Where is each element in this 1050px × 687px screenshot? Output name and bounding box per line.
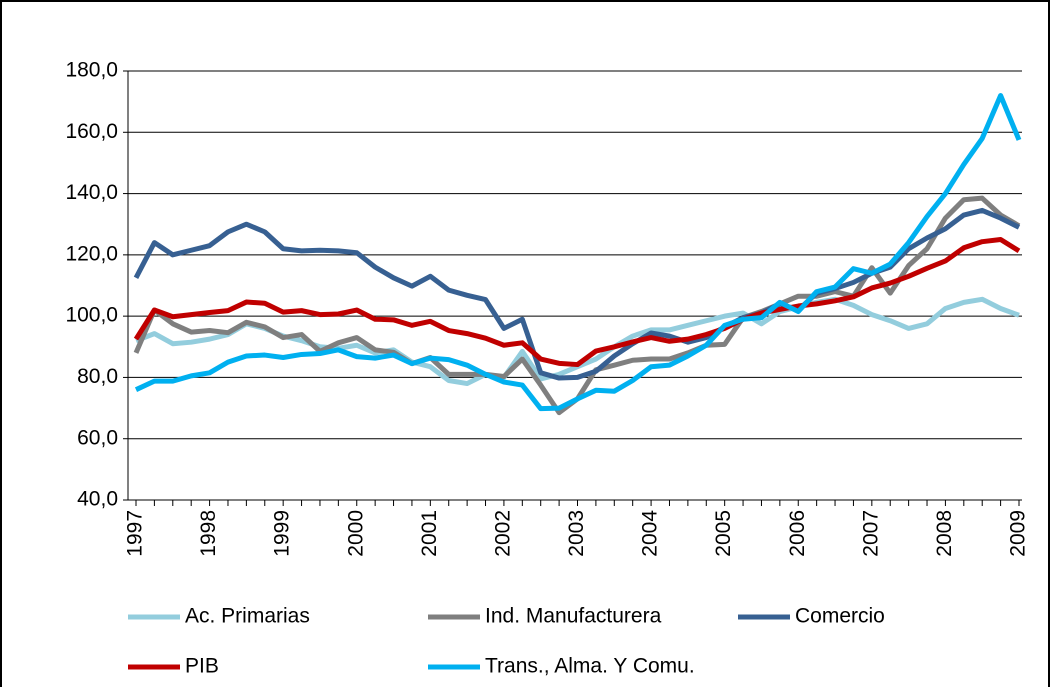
x-tick-label: 1999 <box>271 510 294 557</box>
y-tick-label: 80,0 <box>77 365 118 388</box>
x-tick-label: 2001 <box>418 510 441 557</box>
x-tick-label: 2003 <box>565 510 588 557</box>
x-tick-label: 1998 <box>197 510 220 557</box>
x-tick-label: 2008 <box>933 510 956 557</box>
y-tick-label: 100,0 <box>65 304 118 327</box>
x-tick-label: 2005 <box>712 510 735 557</box>
x-tick-label: 2007 <box>859 510 882 557</box>
legend-label: Ind. Manufacturera <box>485 605 662 628</box>
legend-label: Comercio <box>795 605 885 628</box>
legend-label: Trans., Alma. Y Comu. <box>485 655 695 678</box>
x-tick-label: 2006 <box>786 510 809 557</box>
x-tick-label: 2002 <box>491 510 514 557</box>
series-line <box>133 237 1021 368</box>
y-tick-label: 40,0 <box>77 488 118 511</box>
legend-label: Ac. Primarias <box>185 605 310 628</box>
y-tick-label: 140,0 <box>65 181 118 204</box>
y-tick-label: 60,0 <box>77 426 118 449</box>
x-tick-label: 2004 <box>639 510 662 557</box>
y-tick-label: 160,0 <box>65 120 118 143</box>
x-tick-label: 1997 <box>124 510 147 557</box>
y-tick-label: 180,0 <box>65 59 118 82</box>
series-line <box>134 93 1022 412</box>
legend-label: PIB <box>185 655 219 678</box>
y-tick-label: 120,0 <box>65 242 118 265</box>
x-tick-label: 2000 <box>344 510 367 557</box>
x-tick-label: 2009 <box>1007 510 1030 557</box>
